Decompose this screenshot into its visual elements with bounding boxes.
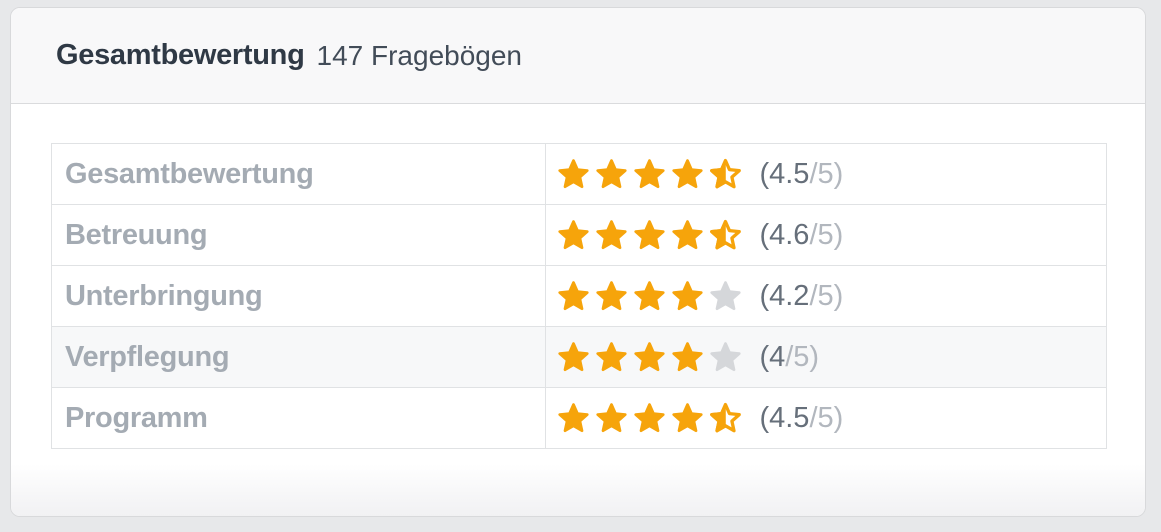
rating-row: Gesamtbewertung (4.5/5) <box>51 143 1107 205</box>
star-icon-full <box>672 402 703 432</box>
star-icon-full <box>672 158 703 188</box>
rating-score: (4.2/5) <box>759 280 843 312</box>
star-icon-full <box>596 341 627 371</box>
star-icon-full <box>634 402 665 432</box>
rating-cell: (4.2/5) <box>545 265 1107 327</box>
rating-cell: (4.6/5) <box>545 204 1107 266</box>
ratings-table: Gesamtbewertung (4.5/5) Betreuung (4.6/5… <box>51 143 1107 449</box>
star-icon-full <box>672 341 703 371</box>
star-rating <box>557 341 742 374</box>
ratings-card: Gesamtbewertung 147 Fragebögen Gesamtbew… <box>10 7 1146 517</box>
rating-value: (4.6 <box>759 218 810 251</box>
star-icon-full <box>672 280 703 310</box>
rating-max: /5) <box>809 401 844 434</box>
star-icon-full <box>634 280 665 310</box>
card-body: Gesamtbewertung (4.5/5) Betreuung (4.6/5… <box>11 104 1145 449</box>
star-rating <box>557 219 742 252</box>
rating-row: Betreuung (4.6/5) <box>51 204 1107 266</box>
rating-max: /5) <box>809 157 844 190</box>
star-icon-half <box>710 158 741 188</box>
star-icon-full <box>596 158 627 188</box>
rating-cell: (4.5/5) <box>545 143 1107 205</box>
star-icon-full <box>596 219 627 249</box>
rating-score: (4.6/5) <box>759 219 843 251</box>
star-icon-half <box>710 219 741 249</box>
rating-score: (4.5/5) <box>759 158 843 190</box>
rating-value: (4 <box>759 340 786 373</box>
star-icon-empty <box>710 280 741 310</box>
rating-label: Gesamtbewertung <box>51 143 546 205</box>
card-title: Gesamtbewertung <box>56 39 305 71</box>
star-icon-full <box>634 158 665 188</box>
rating-score: (4.5/5) <box>759 402 843 434</box>
card-bottom-fade <box>11 464 1145 516</box>
rating-cell: (4.5/5) <box>545 387 1107 449</box>
rating-row: Unterbringung (4.2/5) <box>51 265 1107 327</box>
star-rating <box>557 158 742 191</box>
rating-value: (4.2 <box>759 279 810 312</box>
rating-max: /5) <box>785 340 820 373</box>
rating-label: Verpflegung <box>51 326 546 388</box>
star-rating <box>557 402 742 435</box>
star-icon-full <box>558 341 589 371</box>
card-header: Gesamtbewertung 147 Fragebögen <box>11 8 1145 104</box>
rating-label: Unterbringung <box>51 265 546 327</box>
star-icon-full <box>596 402 627 432</box>
star-icon-full <box>558 402 589 432</box>
star-icon-full <box>634 341 665 371</box>
questionnaire-count: 147 Fragebögen <box>316 39 523 71</box>
rating-label: Programm <box>51 387 546 449</box>
rating-label: Betreuung <box>51 204 546 266</box>
star-rating <box>557 280 742 313</box>
star-icon-full <box>596 280 627 310</box>
star-icon-full <box>558 158 589 188</box>
star-icon-half <box>710 402 741 432</box>
rating-row: Programm (4.5/5) <box>51 387 1107 449</box>
rating-cell: (4/5) <box>545 326 1107 388</box>
star-icon-empty <box>710 341 741 371</box>
rating-value: (4.5 <box>759 401 810 434</box>
rating-max: /5) <box>809 279 844 312</box>
rating-row: Verpflegung (4/5) <box>51 326 1107 388</box>
star-icon-full <box>558 280 589 310</box>
rating-max: /5) <box>809 218 844 251</box>
star-icon-full <box>672 219 703 249</box>
rating-score: (4/5) <box>759 341 819 373</box>
star-icon-full <box>634 219 665 249</box>
star-icon-full <box>558 219 589 249</box>
rating-value: (4.5 <box>759 157 810 190</box>
